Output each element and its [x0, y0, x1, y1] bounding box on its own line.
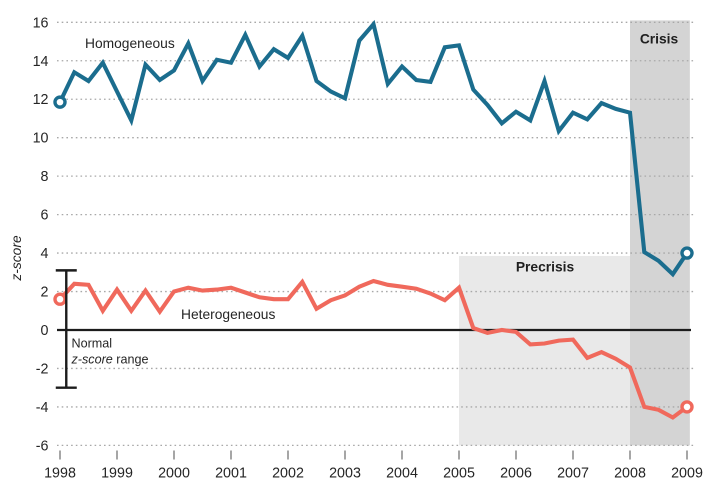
- heterogeneous-series-label: Heterogeneous: [181, 307, 275, 322]
- y-tick-label-14: 14: [33, 54, 49, 70]
- x-tick-label-1999: 1999: [101, 466, 133, 482]
- y-tick-label-12: 12: [33, 92, 49, 108]
- x-tick-label-2002: 2002: [272, 466, 304, 482]
- x-tick-label-2008: 2008: [614, 466, 646, 482]
- crisis-band: [630, 20, 690, 446]
- x-tick-label-2004: 2004: [386, 466, 418, 482]
- x-axis-ticks: 1998 1999 2000 2001 2002 2003 2004 2005 2006 2007…: [44, 450, 703, 482]
- y-tick-label-2: 2: [41, 285, 49, 301]
- homogeneous-start-marker: [53, 95, 67, 109]
- x-tick-label-2009: 2009: [671, 466, 703, 482]
- x-tick-label-2007: 2007: [557, 466, 589, 482]
- x-tick-label-2003: 2003: [329, 466, 361, 482]
- heterogeneous-start-marker: [53, 292, 67, 306]
- heterogeneous-line: [58, 278, 689, 420]
- heterogeneous-end-marker: [680, 400, 694, 414]
- x-tick-label-2005: 2005: [443, 466, 475, 482]
- y-axis-title: z-score: [9, 235, 24, 282]
- normal-range-zscore-word: z-score: [71, 353, 113, 367]
- y-tick-label--4: -4: [36, 400, 49, 416]
- homogeneous-series-label: Homogeneous: [85, 36, 175, 51]
- y-tick-label-6: 6: [41, 208, 49, 224]
- normal-range-annotation-line2: z-score range: [71, 353, 149, 367]
- homogeneous-end-marker: [680, 246, 694, 260]
- x-tick-label-2001: 2001: [215, 466, 247, 482]
- y-tick-label-0: 0: [41, 323, 49, 339]
- x-tick-label-2006: 2006: [500, 466, 532, 482]
- y-tick-label--6: -6: [36, 438, 49, 454]
- y-tick-label--2: -2: [36, 361, 49, 377]
- normal-range-range-word: range: [113, 353, 149, 367]
- normal-range-error-bar: [55, 269, 77, 389]
- precrisis-band: [459, 255, 630, 446]
- x-tick-label-2000: 2000: [158, 466, 190, 482]
- homogeneous-line: [58, 19, 689, 278]
- y-tick-label-16: 16: [33, 15, 49, 31]
- crisis-band-label: Crisis: [640, 32, 679, 47]
- shaded-bands: [459, 20, 690, 446]
- gridlines: 16 14 12 10 8 6 4 2 0 -2 -4 -6: [33, 15, 694, 454]
- y-tick-label-4: 4: [41, 246, 49, 262]
- y-tick-label-8: 8: [41, 169, 49, 185]
- x-tick-label-1998: 1998: [44, 466, 76, 482]
- data-series: [53, 19, 694, 420]
- normal-range-annotation-line1: Normal: [72, 337, 113, 351]
- precrisis-band-label: Precrisis: [516, 260, 575, 275]
- y-tick-label-10: 10: [33, 131, 49, 147]
